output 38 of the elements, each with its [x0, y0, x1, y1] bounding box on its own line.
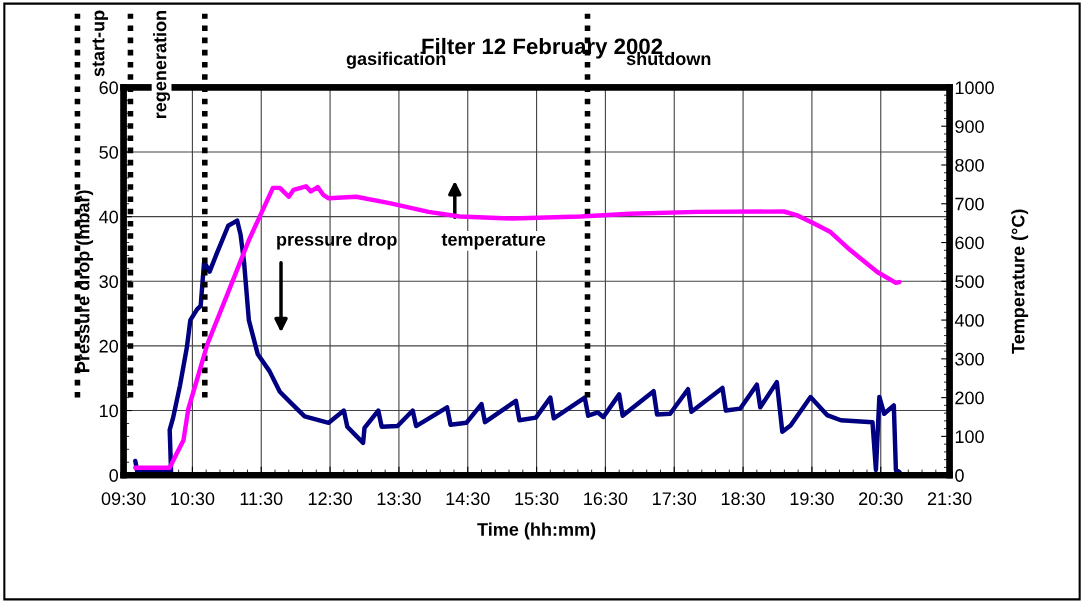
x-tick-label: 09:30 [101, 492, 146, 506]
y2-tick-label: 900 [955, 120, 984, 133]
x-tick-label: 10:30 [171, 492, 215, 506]
y2-tick-label: 0 [955, 469, 964, 482]
y2-tick-label: 300 [955, 352, 984, 366]
y2-tick-label: 100 [955, 430, 984, 444]
y-tick-label: 20 [99, 339, 119, 353]
x-tick-label: 11:30 [240, 492, 283, 506]
x-tick-label: 18:30 [721, 492, 765, 506]
y2-tick-label: 600 [955, 236, 984, 250]
y2-tick-label: 500 [955, 275, 984, 289]
x-tick-label: 20:30 [859, 492, 903, 506]
x-tick-label: 17:30 [653, 492, 697, 506]
x-tick-label: 14:30 [446, 492, 490, 506]
annotation: regeneration [153, 11, 171, 119]
y-tick-label: 10 [100, 404, 119, 418]
x-tick-label: 12:30 [308, 492, 352, 506]
x-tick-label: 15:30 [515, 492, 559, 506]
annotation: temperature [441, 233, 546, 250]
x-tick-label: 21:30 [927, 492, 972, 506]
y-tick-label: 40 [99, 210, 119, 224]
y-tick-label: 60 [99, 81, 119, 95]
y2-axis-title: Temperature (°C) [1011, 209, 1029, 354]
y2-tick-label: 400 [954, 314, 984, 327]
y2-tick-label: 800 [955, 158, 984, 172]
y-axis-title: Pressure drop (mbar) [76, 190, 94, 372]
x-axis-title: Time (hh:mm) [477, 522, 596, 540]
y2-tick-label: 1000 [955, 81, 994, 95]
x-tick-label: 19:30 [790, 492, 834, 506]
x-tick-label: 13:30 [377, 492, 421, 506]
y-tick-label: 50 [99, 145, 119, 159]
y2-tick-label: 700 [955, 197, 984, 211]
y-tick-label: 0 [109, 469, 119, 482]
annotation: pressure drop [277, 232, 397, 250]
y-tick-label: 30 [99, 275, 119, 289]
x-tick-label: 16:30 [584, 492, 628, 506]
y2-tick-label: 200 [955, 391, 984, 405]
text: start-up [92, 10, 109, 77]
